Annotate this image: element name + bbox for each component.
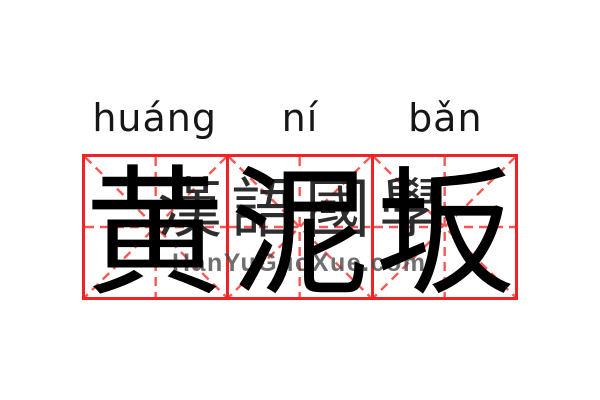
watermark-site-text: HanYuGuoXue.com — [172, 249, 427, 277]
character-grid — [82, 154, 518, 300]
grid-cell-3 — [370, 157, 515, 297]
pinyin-syllable-1: huáng — [92, 96, 217, 140]
grid-cell-2 — [226, 157, 370, 297]
mi-grid-guides-icon — [229, 157, 370, 297]
pinyin-row: huáng ní bǎn — [82, 92, 518, 140]
watermark-cjk-text: 漢語國學 — [157, 172, 454, 247]
mi-grid-guides-icon — [374, 157, 515, 297]
mi-grid-guides-icon — [85, 157, 226, 297]
grid-cell-1 — [85, 157, 226, 297]
pinyin-syllable-2: ní — [281, 96, 319, 140]
pinyin-syllable-3: bǎn — [408, 96, 483, 140]
